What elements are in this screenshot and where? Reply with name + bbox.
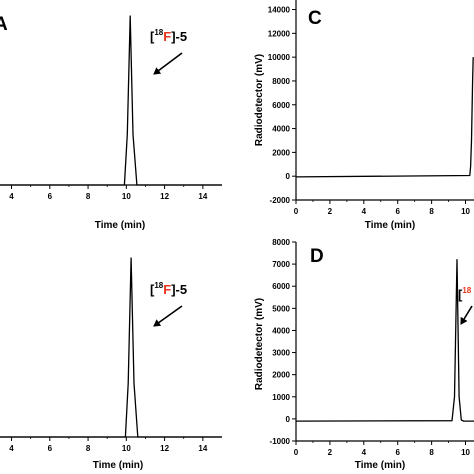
panel-d-y-tick-label: 4000 xyxy=(272,326,290,335)
panel-d-y-tick-label: 7000 xyxy=(272,260,290,269)
panel-d-y-tick-label: 6000 xyxy=(272,282,290,291)
panel-d-x-tick-label: 4 xyxy=(362,448,367,457)
panel-c-marks: 0 2 4 6 8 10-20000200040006000800010000120001… xyxy=(268,0,474,216)
panel-d-y-tick-label: 0 xyxy=(286,415,291,424)
panel-d-y-tick-label: 2000 xyxy=(272,371,290,380)
panel-c-x-tick-label: 8 xyxy=(429,207,434,216)
panel-d-y-tick-label: 1000 xyxy=(272,393,290,402)
panel-a-label: A xyxy=(0,14,8,35)
panel-d-y-tick-label: 8000 xyxy=(272,238,290,247)
panel-b-x-tick-label: 12 xyxy=(160,444,169,453)
panel-c-y-tick-label: 0 xyxy=(286,172,291,181)
panel-d: D 0 2 4 6 8 10-100001000200030004000500060007… xyxy=(254,238,474,471)
panel-d-ylabel: Radiodetector (mV) xyxy=(254,298,265,390)
panel-a-x-tick-label: 14 xyxy=(198,192,207,201)
panel-d-y-tick-label: 3000 xyxy=(272,349,290,358)
panel-d-x-tick-label: 10 xyxy=(461,448,470,457)
panel-d-trace xyxy=(295,259,474,422)
panel-b-xlabel: Time (min) xyxy=(93,460,143,471)
panel-d-x-tick-label: 8 xyxy=(429,448,434,457)
panel-c-y-tick-label: 2000 xyxy=(272,148,290,157)
panel-b-x-tick-label: 10 xyxy=(122,444,131,453)
panel-d-arrow xyxy=(460,305,473,325)
panel-b-x-tick-label: 6 xyxy=(48,444,53,453)
panel-d-y-tick-label: 5000 xyxy=(272,304,290,313)
panel-c-ylabel: Radiodetector (mV) xyxy=(254,54,265,146)
panel-c-y-tick-label: 10000 xyxy=(268,53,291,62)
panel-b-trace xyxy=(0,257,222,438)
panel-d-label: D xyxy=(310,246,324,267)
panel-a-annotation: [18F]-5 xyxy=(150,28,187,44)
panel-c-trace xyxy=(295,57,474,178)
panel-c-y-tick-label: 8000 xyxy=(272,77,290,86)
panel-c-x-tick-label: 2 xyxy=(328,207,333,216)
panel-d-marks: 0 2 4 6 8 10-10000100020003000400050006000700… xyxy=(270,238,474,457)
panel-a-x-tick-label: 10 xyxy=(122,192,131,201)
panel-b-x-tick-label: 8 xyxy=(86,444,91,453)
panel-c-y-tick-label: 14000 xyxy=(268,6,291,15)
panel-c-x-tick-label: 4 xyxy=(362,207,367,216)
panel-c-y-tick-label: 12000 xyxy=(268,29,291,38)
panel-d-x-tick-label: 0 xyxy=(294,448,299,457)
panel-b-annotation: [18F]-5 xyxy=(150,281,187,297)
panel-b: 2468101214 [18F]-5 Time (min) xyxy=(0,257,222,471)
panel-a-trace xyxy=(0,15,222,186)
panel-d-x-tick-label: 6 xyxy=(395,448,400,457)
panel-d-xlabel: Time (min) xyxy=(355,460,405,471)
panel-d-annotation: [18 xyxy=(458,286,472,302)
panel-c-label: C xyxy=(308,8,322,29)
panel-a-x-tick-label: 4 xyxy=(9,192,14,201)
panel-c-y-tick-label: 4000 xyxy=(272,125,290,134)
panel-a: A 2468101214 [18F]-5 Time (min) xyxy=(0,14,222,231)
panel-a-x-tick-label: 8 xyxy=(86,192,91,201)
panel-c-xlabel: Time (min) xyxy=(365,220,415,231)
panel-c-x-tick-label: 10 xyxy=(461,207,470,216)
panel-b-x-tick-label: 14 xyxy=(198,444,207,453)
panel-a-x-tick-label: 12 xyxy=(160,192,169,201)
panel-d-x-tick-label: 2 xyxy=(328,448,333,457)
panel-a-xlabel: Time (min) xyxy=(95,220,145,231)
panel-c-x-tick-label: 6 xyxy=(395,207,400,216)
panel-a-marks: 2468101214 xyxy=(0,15,222,201)
panel-c-y-tick-label: 6000 xyxy=(272,101,290,110)
panel-c-y-tick-label: -2000 xyxy=(270,196,291,205)
panel-c: C 0 2 4 6 8 10-200002000400060008000100001200… xyxy=(254,0,474,231)
panel-b-x-tick-label: 4 xyxy=(9,444,14,453)
panel-a-x-tick-label: 6 xyxy=(48,192,53,201)
panel-b-marks: 2468101214 xyxy=(0,257,222,453)
panel-d-y-tick-label: -1000 xyxy=(270,437,291,446)
panel-b-arrow xyxy=(153,305,183,327)
panel-c-x-tick-label: 0 xyxy=(294,207,299,216)
panel-a-arrow xyxy=(153,52,183,75)
